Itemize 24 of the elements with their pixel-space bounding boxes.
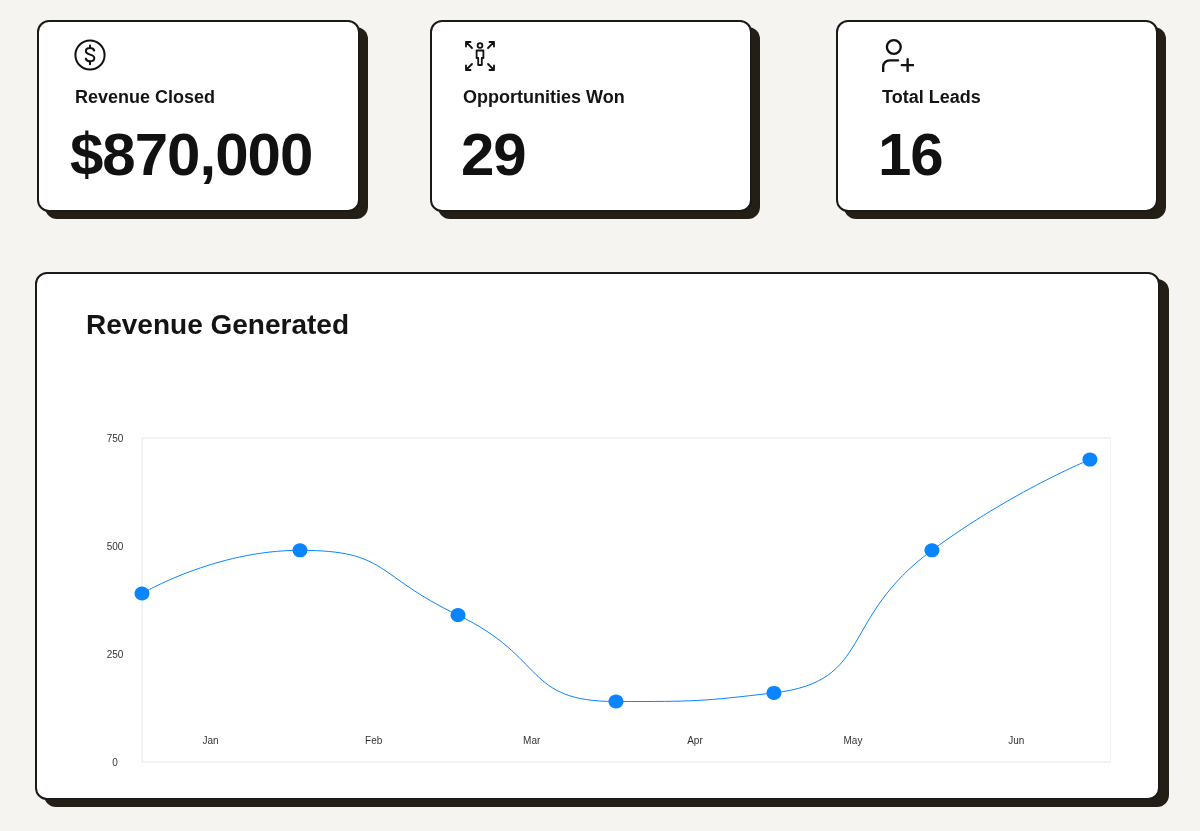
x-tick-label: Jan (202, 734, 219, 746)
text: Total Leads (882, 86, 981, 108)
y-tick-label: 500 (106, 540, 124, 552)
y-tick-label: 0 (112, 756, 119, 768)
point (924, 543, 940, 558)
x-tick-label: Mar (523, 734, 541, 746)
x-tick-label: Feb (365, 734, 383, 746)
text: $870,000 (70, 121, 313, 188)
text: Opportunities Won (463, 86, 625, 108)
text: 29 (461, 121, 526, 188)
point (134, 586, 150, 601)
y-tick-label: 250 (106, 648, 124, 660)
y-tick-label: 750 (106, 432, 124, 444)
point (608, 694, 624, 709)
point (1082, 452, 1098, 467)
x-tick-label: Jun (1008, 734, 1025, 746)
point (766, 685, 782, 700)
text: Revenue Closed (75, 86, 216, 108)
point (450, 608, 466, 623)
chart-title: Revenue Generated (86, 308, 349, 342)
x-tick-label: Apr (687, 734, 704, 746)
point (292, 543, 308, 558)
x-tick-label: May (843, 734, 863, 746)
text: 16 (878, 121, 943, 188)
